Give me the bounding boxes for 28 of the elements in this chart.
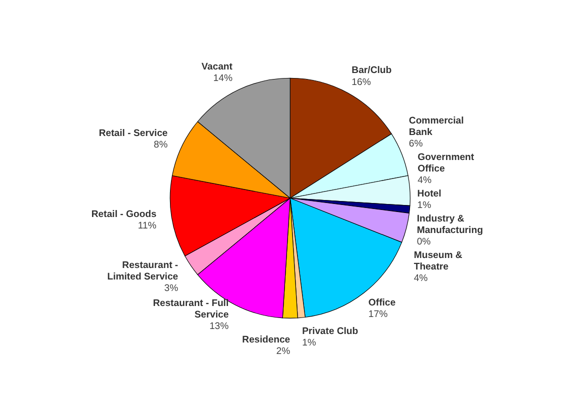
data-label: 4% xyxy=(418,174,432,186)
slice-label: Restaurant - Full Service xyxy=(152,298,229,320)
slice-label: Residence xyxy=(242,334,290,346)
slice-label: Restaurant - Limited Service xyxy=(107,260,178,282)
text: 0% xyxy=(416,236,431,248)
data-label: 4% xyxy=(414,272,428,284)
data-label: 13% xyxy=(209,320,230,332)
data-label: 2% xyxy=(276,346,291,357)
slice-label: Museum & Theatre xyxy=(414,250,462,272)
slice-label: Office xyxy=(368,297,396,308)
slice-label: Retail - Goods xyxy=(91,209,156,220)
data-label: 1% xyxy=(302,337,316,348)
slice-label: Retail - Service xyxy=(98,128,168,139)
data-label: 8% xyxy=(154,139,168,150)
slice-label: Commercial Bank xyxy=(408,115,464,138)
data-label: 3% xyxy=(164,282,179,294)
data-label: 14% xyxy=(213,72,233,84)
slice-label: Vacant xyxy=(202,61,234,72)
slice-label: Government Office xyxy=(418,152,475,174)
data-label: 17% xyxy=(368,308,388,320)
slice-label: Bar/Club xyxy=(352,65,392,76)
data-label: 16% xyxy=(352,76,372,88)
data-label: 6% xyxy=(408,138,424,150)
category-label: Industry & Manufacturing xyxy=(416,213,483,236)
data-label: 11% xyxy=(138,220,157,232)
data-label: 1% xyxy=(417,200,432,211)
slice-label: Hotel xyxy=(417,188,442,200)
slice-label: Private Club xyxy=(302,326,358,337)
